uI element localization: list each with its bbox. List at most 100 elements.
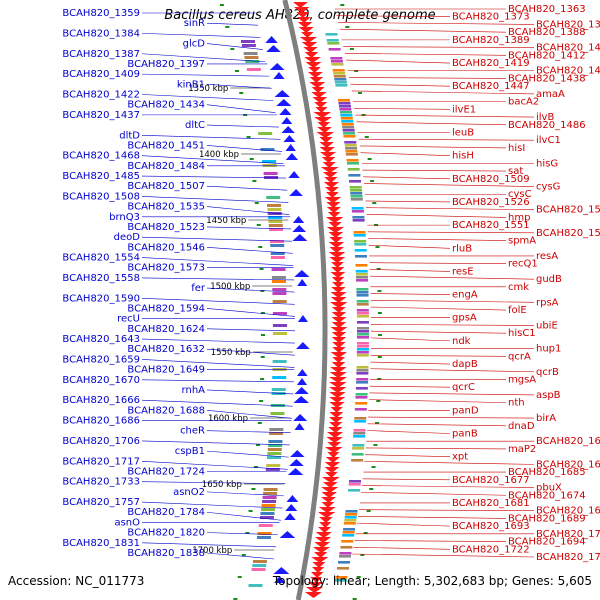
reverse-gene-arrow bbox=[329, 302, 348, 308]
reverse-feature-bar bbox=[355, 270, 368, 273]
reverse-gene-arrow bbox=[319, 137, 333, 143]
reverse-gene-arrow bbox=[303, 47, 318, 53]
forward-gene-arrow bbox=[273, 567, 290, 574]
reverse-gene-arrow bbox=[326, 207, 341, 213]
grid-dot bbox=[376, 268, 381, 270]
reverse-connector bbox=[369, 392, 535, 396]
reverse-feature-bar bbox=[347, 168, 360, 171]
reverse-gene-label: BCAH820_1681 bbox=[452, 498, 530, 509]
forward-feature-bar bbox=[267, 204, 282, 207]
reverse-feature-bar bbox=[345, 510, 358, 513]
reverse-feature-bar bbox=[354, 417, 367, 420]
reverse-gene-arrow bbox=[311, 87, 325, 93]
reverse-feature-bar bbox=[340, 546, 353, 549]
forward-gene-label: BCAH820_1384 bbox=[62, 28, 140, 39]
map-title: Bacillus cereus AH820, complete genome bbox=[164, 8, 436, 23]
grid-dot bbox=[340, 4, 345, 6]
scale-tick-label: 1400 kbp bbox=[199, 150, 239, 160]
reverse-gene-label: hisH bbox=[452, 151, 474, 162]
grid-dot bbox=[364, 136, 369, 138]
reverse-connector bbox=[370, 361, 451, 365]
forward-gene-label: BCAH820_1434 bbox=[127, 100, 205, 111]
forward-connector bbox=[206, 511, 282, 521]
reverse-gene-arrow bbox=[329, 402, 345, 408]
reverse-gene-arrow bbox=[315, 532, 332, 538]
forward-gene-arrow bbox=[266, 45, 281, 52]
grid-dot bbox=[373, 444, 378, 446]
forward-feature-bar bbox=[244, 56, 259, 59]
reverse-connector bbox=[356, 121, 507, 126]
reverse-gene-arrow bbox=[311, 567, 325, 573]
scale-tick-label: 1550 kbp bbox=[211, 348, 251, 358]
backbone-line bbox=[282, 0, 328, 600]
reverse-connector bbox=[353, 546, 451, 550]
reverse-gene-arrow bbox=[332, 342, 346, 348]
reverse-gene-arrow bbox=[328, 242, 345, 248]
reverse-feature-bar bbox=[350, 192, 363, 195]
forward-gene-label: BCAH820_1784 bbox=[127, 507, 205, 518]
forward-gene-arrow bbox=[279, 531, 296, 538]
grid-dot bbox=[358, 92, 363, 94]
reverse-gene-label: sat bbox=[508, 166, 523, 177]
reverse-gene-arrow bbox=[324, 462, 341, 468]
reverse-connector bbox=[346, 59, 451, 64]
forward-feature-bar bbox=[268, 440, 283, 443]
forward-connector bbox=[206, 247, 293, 254]
reverse-connector bbox=[369, 385, 451, 388]
reverse-gene-arrow bbox=[318, 527, 331, 533]
forward-feature-bar bbox=[256, 536, 271, 539]
reverse-gene-arrow bbox=[319, 522, 332, 528]
reverse-gene-arrow bbox=[312, 562, 326, 568]
reverse-gene-arrow bbox=[331, 322, 347, 328]
forward-gene-label: BCAH820_1554 bbox=[62, 253, 140, 264]
reverse-connector bbox=[365, 447, 507, 450]
reverse-gene-arrow bbox=[330, 297, 347, 303]
forward-connector bbox=[141, 542, 277, 548]
forward-feature-bar bbox=[246, 68, 261, 71]
forward-feature-bar bbox=[258, 524, 273, 527]
reverse-connector bbox=[354, 540, 507, 542]
reverse-connector bbox=[358, 516, 507, 519]
reverse-feature-bar bbox=[334, 81, 347, 84]
forward-gene-arrow bbox=[297, 369, 308, 376]
reverse-connector bbox=[336, 15, 451, 18]
reverse-connector bbox=[370, 293, 451, 295]
forward-connector bbox=[141, 440, 290, 446]
reverse-feature-bar bbox=[325, 33, 338, 36]
reverse-gene-arrow bbox=[324, 197, 342, 203]
forward-gene-arrow bbox=[288, 171, 300, 178]
forward-gene-label: BCAH820_1659 bbox=[62, 354, 140, 365]
grid-dot bbox=[367, 158, 372, 160]
forward-feature-bar bbox=[266, 196, 281, 199]
reverse-feature-bar bbox=[355, 276, 368, 279]
reverse-gene-arrow bbox=[311, 92, 327, 98]
forward-gene-arrow bbox=[286, 495, 299, 502]
reverse-connector bbox=[366, 214, 507, 218]
grid-dot bbox=[237, 576, 242, 578]
grid-dot bbox=[230, 48, 235, 50]
forward-gene-label: rnhA bbox=[182, 385, 206, 396]
forward-connector bbox=[141, 399, 293, 407]
forward-feature-bar bbox=[271, 268, 286, 271]
reverse-connector bbox=[367, 231, 535, 234]
reverse-feature-bar bbox=[345, 513, 358, 516]
forward-gene-label: BCAH820_1397 bbox=[127, 59, 205, 70]
reverse-feature-bar bbox=[345, 147, 358, 150]
reverse-feature-bar bbox=[344, 141, 357, 144]
forward-feature-bar bbox=[271, 388, 286, 391]
forward-connector bbox=[141, 277, 295, 281]
reverse-gene-label: BCAH820_1694 bbox=[508, 537, 586, 548]
grid-dot bbox=[260, 290, 265, 292]
reverse-connector bbox=[360, 491, 507, 496]
reverse-gene-label: hisC1 bbox=[508, 328, 536, 339]
reverse-gene-label: ilvC1 bbox=[536, 135, 561, 146]
reverse-feature-bar bbox=[337, 99, 350, 102]
forward-feature-bar bbox=[241, 44, 256, 47]
forward-gene-label: recU bbox=[117, 314, 140, 325]
forward-gene-label: brnQ3 bbox=[109, 212, 140, 223]
reverse-connector bbox=[370, 275, 535, 280]
reverse-gene-arrow bbox=[328, 252, 346, 258]
forward-feature-bar bbox=[272, 332, 287, 335]
reverse-gene-arrow bbox=[331, 277, 345, 283]
reverse-gene-arrow bbox=[329, 247, 344, 253]
